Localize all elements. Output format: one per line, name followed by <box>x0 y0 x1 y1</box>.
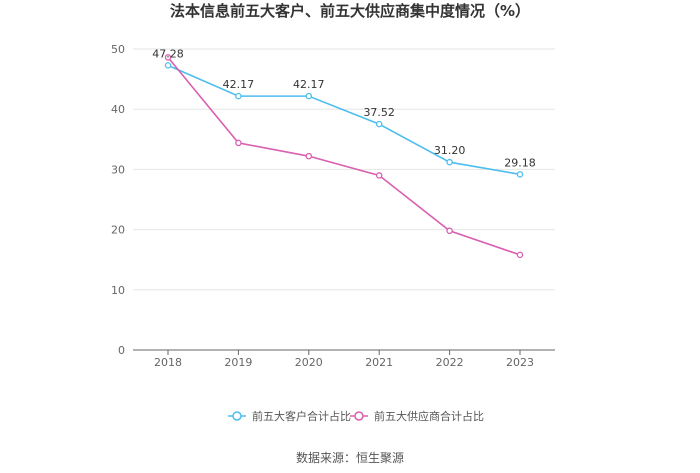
x-tick-label: 2022 <box>436 356 464 369</box>
data-point <box>305 152 313 160</box>
x-tick-label: 2019 <box>224 356 252 369</box>
y-tick-label: 50 <box>111 43 125 56</box>
x-tick-label: 2020 <box>295 356 323 369</box>
data-labels: 47.28 42.17 42.17 37.52 31.20 29.18 <box>152 47 536 169</box>
data-point <box>235 92 242 100</box>
y-tick-label: 0 <box>118 344 125 357</box>
data-label: 37.52 <box>363 106 395 119</box>
legend-marker <box>232 411 242 421</box>
data-label: 42.17 <box>223 78 255 91</box>
legend-label: 前五大客户合计占比 <box>252 409 351 423</box>
y-tick-label: 40 <box>111 103 125 116</box>
data-point <box>516 171 524 178</box>
data-point <box>446 227 453 235</box>
data-point <box>516 251 524 259</box>
data-label: 29.18 <box>504 156 536 169</box>
data-label: 47.28 <box>152 47 184 60</box>
data-point <box>235 139 242 147</box>
x-tick-label: 2018 <box>154 356 182 369</box>
data-point <box>164 62 172 69</box>
data-label: 42.17 <box>293 78 325 91</box>
y-axis: 0 10 20 30 40 50 <box>111 43 125 357</box>
chart-title: 法本信息前五大客户、前五大供应商集中度情况（%） <box>170 2 530 20</box>
y-tick-label: 20 <box>111 224 125 237</box>
data-point <box>375 120 383 128</box>
series-line-0 <box>167 64 521 176</box>
data-point <box>164 54 172 61</box>
legend: 前五大客户合计占比 前五大供应商合计占比 <box>228 409 484 423</box>
data-point <box>305 92 313 100</box>
source-text: 数据来源：恒生聚源 <box>296 450 404 465</box>
gridlines <box>133 48 555 291</box>
y-tick-label: 10 <box>111 284 125 297</box>
legend-label: 前五大供应商合计占比 <box>374 409 484 423</box>
series-line-1 <box>167 56 521 256</box>
data-point <box>375 172 383 179</box>
y-tick-label: 30 <box>111 163 125 176</box>
data-label: 31.20 <box>434 144 466 157</box>
series-layer <box>164 54 524 259</box>
x-axis: 2018 2019 2020 2021 2022 2023 <box>133 349 555 369</box>
legend-marker <box>354 411 364 421</box>
x-tick-label: 2021 <box>365 356 393 369</box>
data-point <box>446 158 453 166</box>
x-tick-label: 2023 <box>506 356 534 369</box>
